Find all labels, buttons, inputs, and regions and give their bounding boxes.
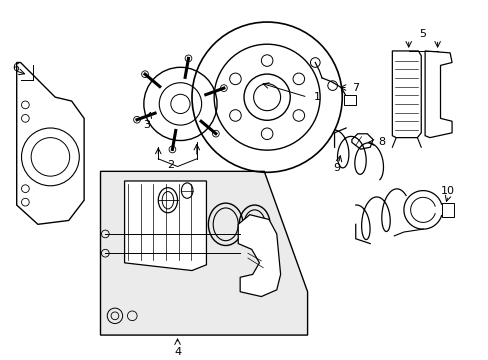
Text: 2: 2 — [167, 159, 174, 170]
Text: 3: 3 — [143, 120, 150, 130]
Polygon shape — [17, 63, 84, 224]
Text: 10: 10 — [440, 186, 454, 195]
Polygon shape — [424, 51, 451, 138]
Text: 4: 4 — [174, 347, 181, 357]
Text: 8: 8 — [377, 138, 384, 148]
Polygon shape — [101, 171, 307, 335]
Polygon shape — [238, 215, 280, 297]
Text: 7: 7 — [351, 82, 358, 93]
Text: 6: 6 — [12, 63, 19, 73]
Polygon shape — [391, 51, 420, 138]
Polygon shape — [124, 181, 206, 271]
Text: 5: 5 — [419, 28, 426, 39]
Polygon shape — [344, 95, 355, 105]
Text: 1: 1 — [313, 92, 320, 102]
Text: 9: 9 — [332, 163, 339, 174]
Polygon shape — [442, 203, 453, 217]
